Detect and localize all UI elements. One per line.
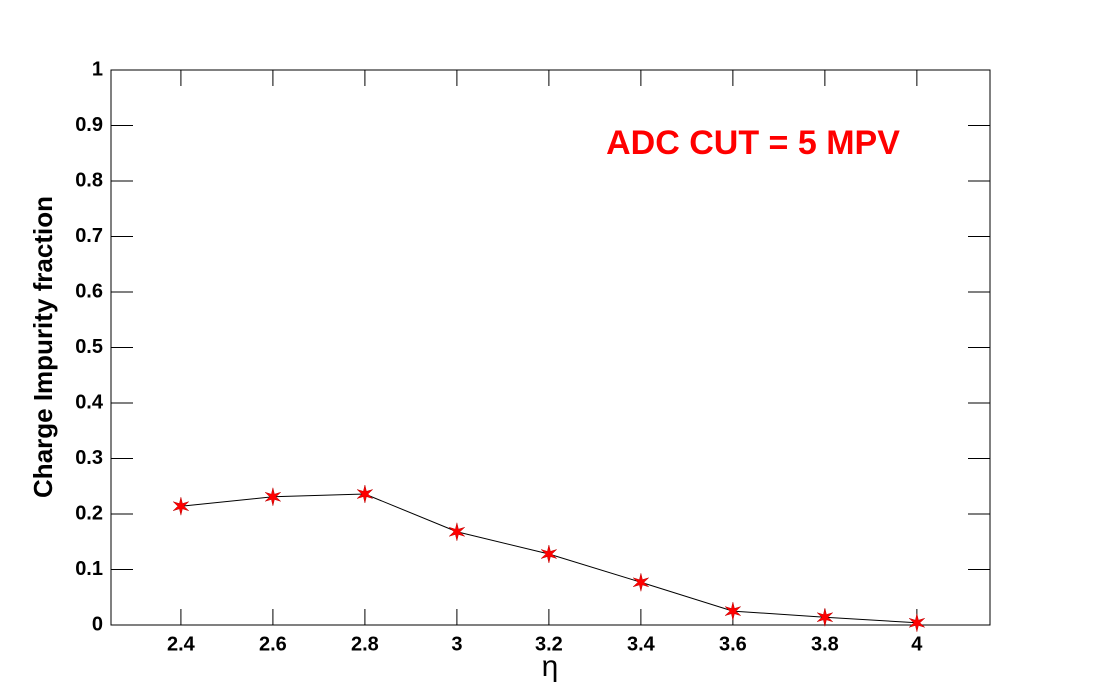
y-tick-label: 0.7 bbox=[75, 225, 103, 247]
x-tick-label: 3.8 bbox=[811, 633, 839, 655]
data-point bbox=[448, 522, 465, 541]
data-point bbox=[816, 608, 833, 627]
x-tick-label: 3.4 bbox=[627, 633, 656, 655]
y-tick-label: 0.8 bbox=[75, 169, 103, 191]
y-tick-label: 0.9 bbox=[75, 114, 103, 136]
data-point bbox=[724, 602, 741, 621]
data-point bbox=[172, 497, 189, 516]
data-point bbox=[264, 487, 281, 506]
y-tick-label: 0.3 bbox=[75, 447, 103, 469]
y-tick-label: 0.1 bbox=[75, 558, 103, 580]
data-point bbox=[632, 573, 649, 592]
y-tick-label: 0.4 bbox=[75, 391, 104, 413]
y-tick-label: 1 bbox=[92, 58, 103, 80]
data-point bbox=[908, 613, 925, 632]
data-point bbox=[540, 544, 557, 564]
x-axis-label: η bbox=[542, 650, 559, 683]
annotation: ADC CUT = 5 MPV bbox=[606, 124, 900, 162]
x-tick-label: 2.6 bbox=[259, 633, 287, 655]
x-tick-label: 3.2 bbox=[535, 633, 563, 655]
x-tick-label: 4 bbox=[911, 633, 923, 655]
x-tick-label: 2.4 bbox=[167, 633, 196, 655]
y-tick-label: 0.6 bbox=[75, 280, 103, 302]
y-axis-label: Charge Impurity fraction bbox=[28, 196, 58, 498]
x-tick-label: 3 bbox=[451, 633, 462, 655]
x-tick-label: 2.8 bbox=[351, 633, 379, 655]
y-tick-label: 0.2 bbox=[75, 502, 103, 524]
y-tick-label: 0 bbox=[92, 613, 103, 635]
y-tick-label: 0.5 bbox=[75, 336, 103, 358]
data-point bbox=[356, 484, 373, 504]
x-tick-label: 3.6 bbox=[719, 633, 747, 655]
